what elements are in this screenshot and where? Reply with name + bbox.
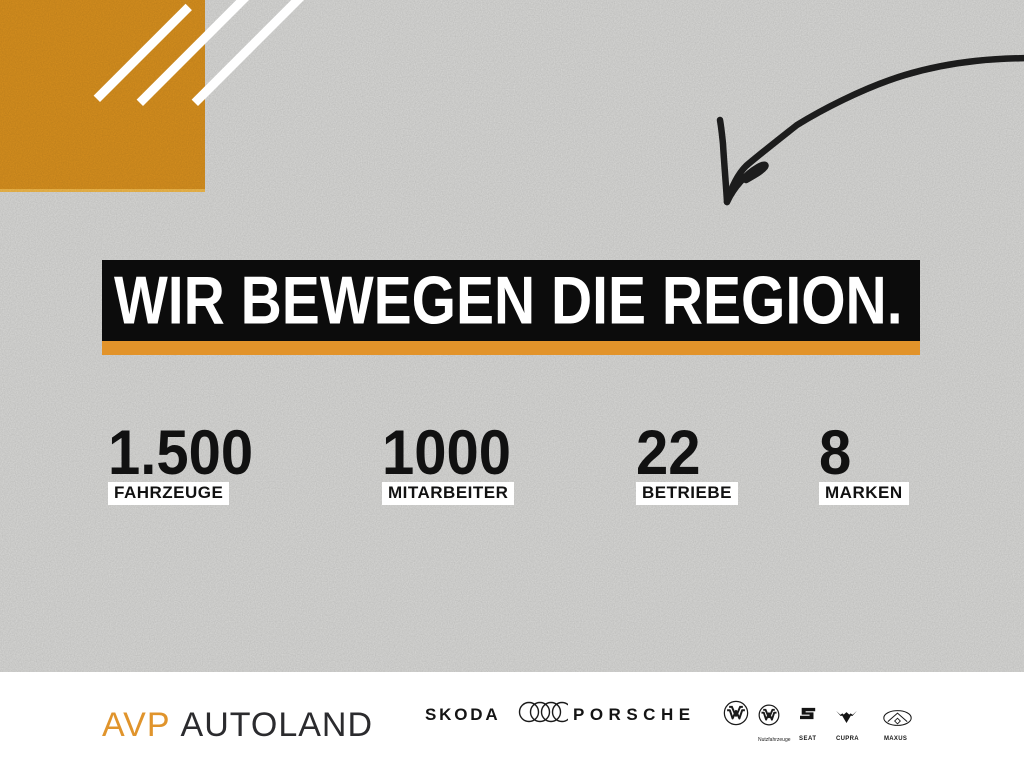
svg-text:SKODA: SKODA bbox=[425, 706, 500, 724]
svg-text:PORSCHE: PORSCHE bbox=[573, 706, 696, 724]
